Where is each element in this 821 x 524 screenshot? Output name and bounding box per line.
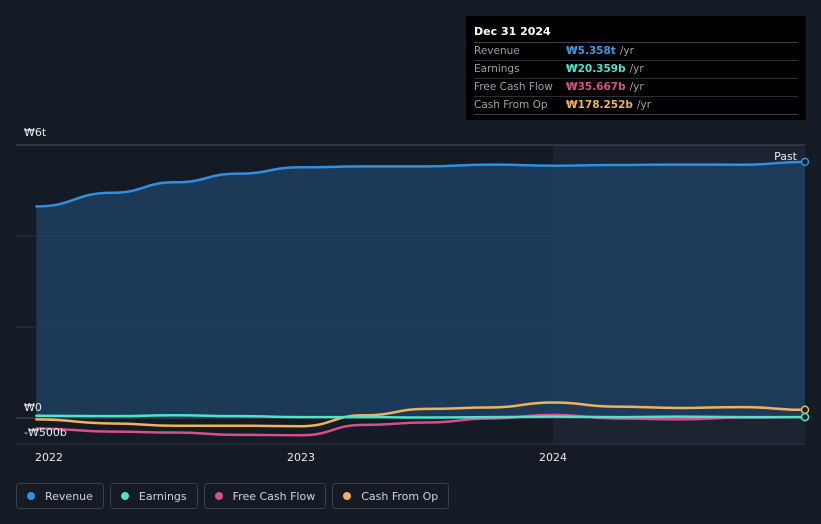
- y-tick-label: ₩6t: [24, 126, 47, 139]
- legend-label: Earnings: [138, 489, 187, 503]
- past-label: Past: [774, 150, 798, 163]
- tooltip: Dec 31 2024 Revenue ₩5.358t /yr Earnings…: [466, 16, 806, 120]
- legend-dot-icon: [120, 492, 129, 500]
- legend: Revenue Earnings Free Cash Flow Cash Fro…: [16, 483, 450, 509]
- series-end-point: [800, 157, 810, 167]
- chart-area: ₩6t ₩0 -₩500b 2022 2023 2024 Past: [16, 126, 810, 464]
- legend-item-free-cash-flow[interactable]: Free Cash Flow: [203, 483, 327, 509]
- legend-item-earnings[interactable]: Earnings: [109, 483, 198, 509]
- tooltip-row-earnings: Earnings ₩20.359b /yr: [474, 61, 798, 79]
- x-tick-label: 2022: [35, 451, 63, 464]
- tooltip-unit: /yr: [629, 81, 644, 93]
- series-end-point: [800, 405, 810, 415]
- tooltip-value: ₩5.358t: [566, 45, 616, 57]
- tooltip-label: Revenue: [474, 45, 520, 57]
- x-tick-label: 2023: [287, 451, 315, 464]
- legend-dot-icon: [214, 492, 223, 500]
- legend-label: Revenue: [45, 489, 93, 503]
- legend-dot-icon: [27, 492, 35, 500]
- legend-item-revenue[interactable]: Revenue: [16, 483, 104, 509]
- legend-item-cash-from-op[interactable]: Cash From Op: [332, 483, 450, 509]
- x-tick-label: 2024: [539, 451, 567, 464]
- series-line-revenue: [35, 160, 807, 208]
- series-line-cash-from-op: [35, 401, 807, 428]
- tooltip-row-revenue: Revenue ₩5.358t /yr: [474, 43, 798, 61]
- tooltip-label: Free Cash Flow: [474, 81, 553, 93]
- tooltip-label: Earnings: [474, 63, 520, 75]
- tooltip-label: Cash From Op: [474, 99, 548, 111]
- tooltip-value: ₩20.359b: [566, 63, 626, 75]
- legend-label: Free Cash Flow: [232, 489, 316, 503]
- legend-label: Cash From Op: [361, 489, 439, 503]
- tooltip-row-cash-from-op: Cash From Op ₩178.252b /yr: [474, 97, 798, 115]
- tooltip-unit: /yr: [636, 99, 652, 111]
- series-line-earnings: [35, 414, 807, 419]
- tooltip-unit: /yr: [629, 63, 644, 75]
- series-line-free-cash-flow: [35, 413, 807, 437]
- y-tick-label: -₩500b: [24, 426, 67, 439]
- tooltip-row-free-cash-flow: Free Cash Flow ₩35.667b /yr: [474, 79, 798, 97]
- tooltip-value: ₩178.252b: [566, 99, 633, 111]
- series-end-point: [800, 412, 810, 422]
- legend-dot-icon: [343, 492, 352, 500]
- revenue-area: [36, 161, 805, 418]
- tooltip-date: Dec 31 2024: [474, 24, 798, 43]
- tooltip-unit: /yr: [619, 45, 634, 57]
- y-tick-label: ₩0: [24, 401, 42, 414]
- tooltip-value: ₩35.667b: [566, 81, 626, 93]
